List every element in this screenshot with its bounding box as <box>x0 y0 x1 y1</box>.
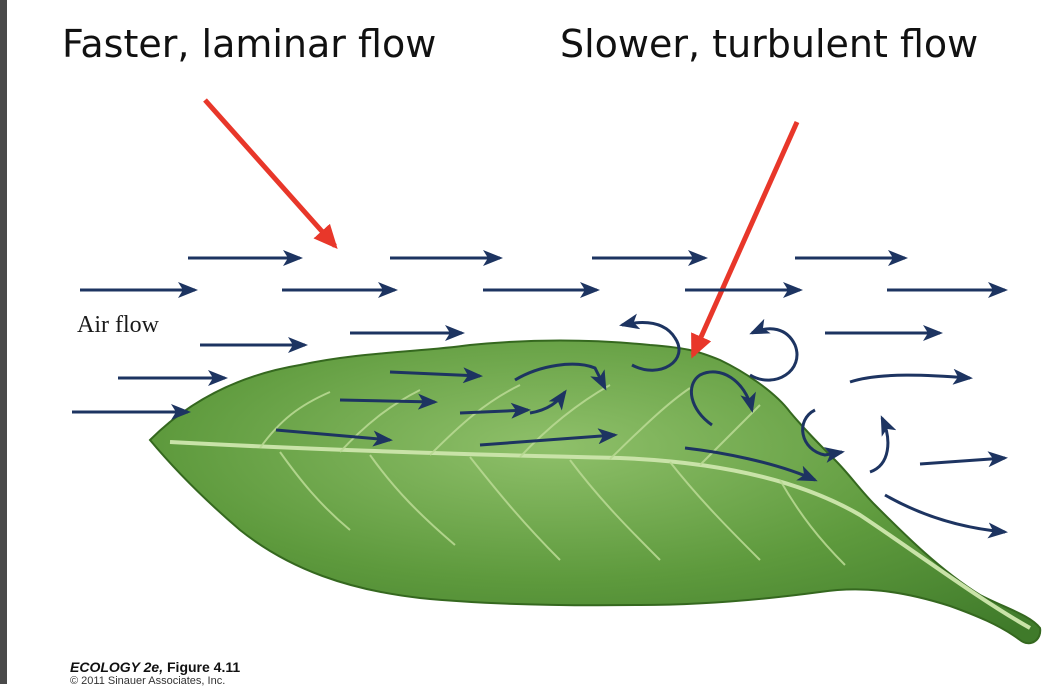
caption-figure: Figure 4.11 <box>163 659 241 675</box>
turbulent-flow-arrows <box>619 313 1008 539</box>
laminar-flow-arrows <box>72 250 1008 420</box>
air-flow-label: Air flow <box>77 312 159 338</box>
copyright-notice: © 2011 Sinauer Associates, Inc. <box>70 675 226 687</box>
turbulent-pointer-arrow <box>690 120 800 359</box>
window-edge <box>0 0 7 684</box>
surface-flow-arrows <box>275 362 818 482</box>
laminar-flow-label: Faster, laminar flow <box>62 22 437 66</box>
leaf-veins <box>259 384 846 566</box>
leaf-midrib <box>169 440 1031 630</box>
leaf-illustration <box>148 339 1042 645</box>
caption-book: ECOLOGY 2e, <box>70 659 164 675</box>
turbulent-flow-label: Slower, turbulent flow <box>560 22 979 66</box>
laminar-pointer-arrow <box>203 98 338 249</box>
figure-caption: ECOLOGY 2e, Figure 4.11 <box>70 659 240 675</box>
